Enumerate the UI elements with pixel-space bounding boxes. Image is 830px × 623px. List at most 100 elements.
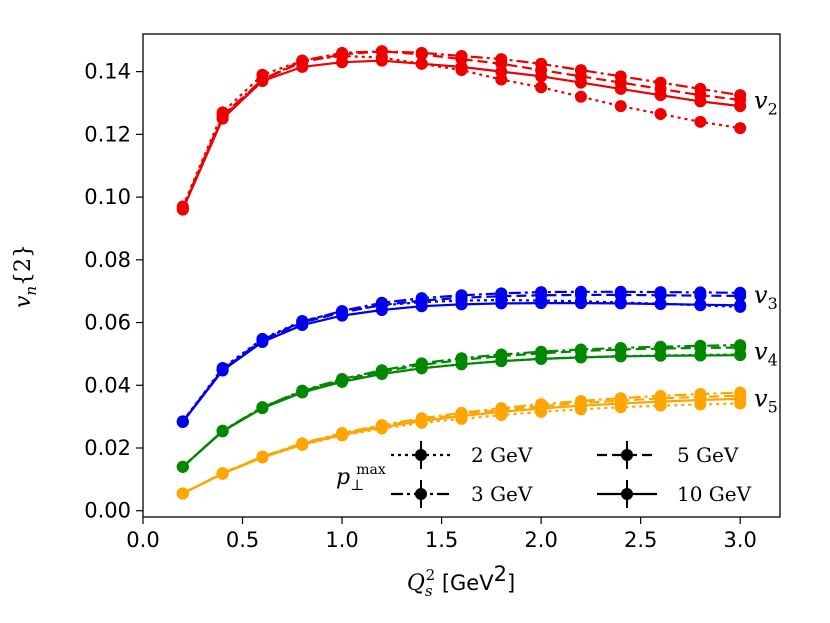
- v3-point: [734, 299, 747, 312]
- v5-point: [336, 428, 349, 441]
- v5-point: [694, 394, 707, 407]
- v2-point: [614, 100, 627, 113]
- y-tick-label: 0.08: [84, 248, 131, 272]
- x-tick-label: 1.5: [425, 528, 458, 552]
- v3-point: [415, 300, 428, 313]
- v4-point: [176, 460, 189, 473]
- v2-point: [574, 76, 587, 89]
- v2-point: [654, 107, 667, 120]
- series-labels: v2 v3 v4 v5: [754, 86, 778, 416]
- v3-point: [256, 335, 269, 348]
- v3-point: [694, 298, 707, 311]
- v5-point: [375, 421, 388, 434]
- v5-point: [734, 392, 747, 405]
- v3-point: [296, 319, 309, 332]
- v5-point: [415, 415, 428, 428]
- series-layer: [176, 45, 747, 500]
- plot-frame: [142, 33, 781, 518]
- v2-point: [176, 203, 189, 216]
- x-axis-label: Qs2 [GeV2]: [407, 562, 515, 600]
- v2-point: [734, 122, 747, 135]
- v2-point: [336, 46, 349, 59]
- v4-point: [216, 425, 229, 438]
- v2-point: [216, 112, 229, 125]
- v4-point: [296, 386, 309, 399]
- v4-point: [654, 340, 667, 353]
- legend-title: p⊥max: [336, 462, 386, 494]
- v3-point: [574, 285, 587, 298]
- v2-point: [574, 90, 587, 103]
- v5-point: [216, 467, 229, 480]
- v4-point: [574, 351, 587, 364]
- v5-point: [455, 410, 468, 423]
- v3-label: v3: [754, 281, 778, 313]
- v5-point: [535, 402, 548, 415]
- v3-point: [455, 298, 468, 311]
- v4-point: [654, 349, 667, 362]
- v5-point: [654, 395, 667, 408]
- y-tick-label: 0.12: [84, 122, 131, 146]
- v2-point: [296, 60, 309, 73]
- y-tick-label: 0.02: [84, 436, 131, 460]
- y-tick-label: 0.04: [84, 373, 131, 397]
- v5-label: v5: [754, 384, 778, 416]
- v2-point: [535, 57, 548, 70]
- v2-point: [574, 64, 587, 77]
- v3-point: [495, 287, 508, 300]
- legend-marker-10gev: [621, 488, 633, 500]
- v4-point: [694, 349, 707, 362]
- v3-point: [654, 286, 667, 299]
- legend: p⊥max 2 GeV 3 GeV 5 GeV 10 GeV: [336, 441, 752, 508]
- x-tick-label: 2.5: [624, 528, 657, 552]
- v2-point: [256, 75, 269, 88]
- v4-point: [734, 349, 747, 362]
- v4-point: [614, 341, 627, 354]
- v4-point: [535, 352, 548, 365]
- legend-label-3gev: 3 GeV: [471, 482, 533, 506]
- v5-point: [296, 438, 309, 451]
- v4-label: v4: [754, 337, 778, 369]
- v4-point: [256, 402, 269, 415]
- v2-point: [455, 60, 468, 73]
- v4-point: [415, 362, 428, 375]
- v4-point: [614, 350, 627, 363]
- v2-point: [654, 76, 667, 89]
- v3-point: [455, 289, 468, 302]
- v2-point: [694, 82, 707, 95]
- v3-line-3gev: [181, 290, 741, 422]
- v5-point: [495, 405, 508, 418]
- x-tick-label: 0.0: [126, 528, 159, 552]
- v2-point: [614, 82, 627, 95]
- legend-label-5gev: 5 GeV: [677, 443, 739, 467]
- v4-point: [734, 339, 747, 352]
- ticks: 0.0 0.5 1.0 1.5 2.0 2.5 3.0 0.00 0.02 0.04 0.06 0.0…: [84, 60, 757, 552]
- v5-point: [614, 397, 627, 410]
- v3-point: [614, 297, 627, 310]
- v4-point: [336, 375, 349, 388]
- v3-point: [654, 298, 667, 311]
- v2-point: [415, 57, 428, 70]
- legend-marker-2gev: [415, 449, 427, 461]
- v2-point: [415, 46, 428, 59]
- v3-point: [694, 286, 707, 299]
- v2-point: [694, 115, 707, 128]
- v5-point: [176, 487, 189, 500]
- v3-point: [734, 286, 747, 299]
- v5-point: [574, 399, 587, 412]
- v2-point: [734, 100, 747, 113]
- x-tick-label: 1.0: [325, 528, 358, 552]
- x-tick-label: 2.0: [524, 528, 557, 552]
- v4-point: [495, 355, 508, 368]
- x-tick-label: 3.0: [723, 528, 756, 552]
- v2-point: [495, 53, 508, 66]
- v3-point: [574, 297, 587, 310]
- v2-label: v2: [754, 86, 778, 118]
- v2-line-3gev: [181, 50, 741, 209]
- v3-point: [614, 285, 627, 298]
- v4-point: [375, 367, 388, 380]
- v2-point: [495, 65, 508, 78]
- v5-point: [256, 451, 269, 464]
- v5-line-2gev: [182, 402, 741, 495]
- v2-point: [734, 89, 747, 102]
